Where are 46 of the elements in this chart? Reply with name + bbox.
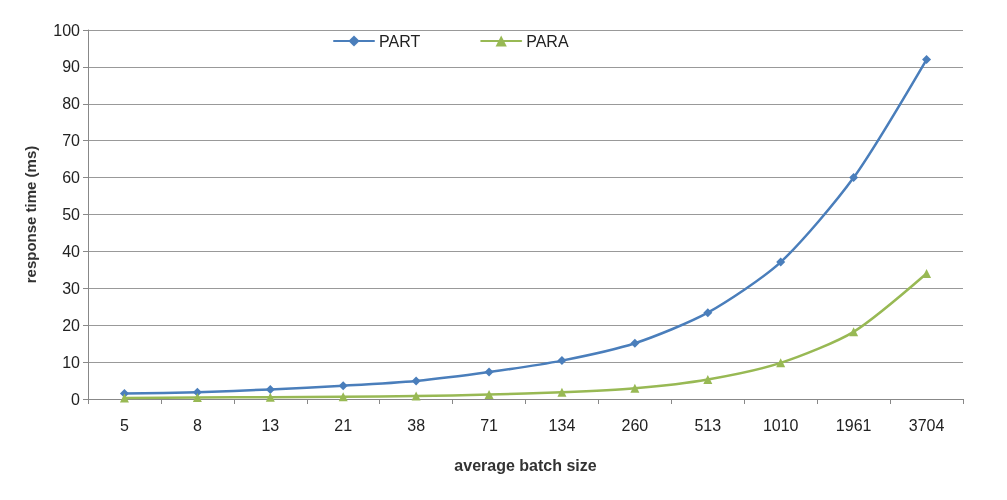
point: [557, 387, 567, 397]
y-tick-label: 100: [53, 21, 81, 39]
point: [119, 393, 129, 403]
y-tick-label: 90: [62, 58, 81, 76]
x-tick-label: 260: [621, 416, 649, 434]
point: [265, 384, 275, 394]
point: [703, 308, 713, 318]
x-tick-label: 134: [548, 416, 576, 434]
point: [265, 392, 275, 402]
point: [411, 391, 421, 401]
x-tick-label: 38: [407, 416, 426, 434]
point: [411, 376, 421, 386]
x-tick-label: 21: [334, 416, 353, 434]
point: [703, 374, 713, 384]
point: [630, 383, 640, 393]
y-tick-label: 20: [62, 316, 81, 334]
y-tick-label: 80: [62, 95, 81, 113]
y-tick-label: 0: [71, 390, 81, 408]
y-tick-label: 40: [62, 242, 81, 260]
x-tick-label: 513: [694, 416, 722, 434]
y-tick-label: 30: [62, 279, 81, 297]
point: [557, 356, 567, 366]
legend-label: PART: [379, 32, 421, 50]
point: [192, 393, 202, 403]
point: [922, 55, 932, 65]
legend-label: PARA: [526, 32, 569, 50]
x-tick-label: 13: [261, 416, 280, 434]
x-tick-label: 5: [120, 416, 130, 434]
y-tick-label: 70: [62, 132, 81, 150]
y-axis-title: response time (ms): [22, 145, 39, 284]
y-tick-label: 50: [62, 206, 81, 223]
x-tick-label: 71: [480, 416, 499, 434]
point: [338, 381, 348, 391]
x-tick-label: 1961: [835, 416, 872, 434]
y-tick-label: 10: [62, 353, 81, 371]
x-tick-label: 8: [192, 416, 202, 434]
point: [484, 367, 494, 377]
point: [484, 390, 494, 400]
point: [849, 173, 859, 183]
point: [776, 257, 786, 267]
x-tick-label: 1010: [762, 416, 799, 434]
x-axis-title: average batch size: [454, 456, 597, 474]
x-tick-label: 3704: [908, 416, 945, 434]
point: [922, 269, 932, 279]
point: [630, 338, 640, 348]
y-tick-label: 60: [62, 169, 81, 187]
